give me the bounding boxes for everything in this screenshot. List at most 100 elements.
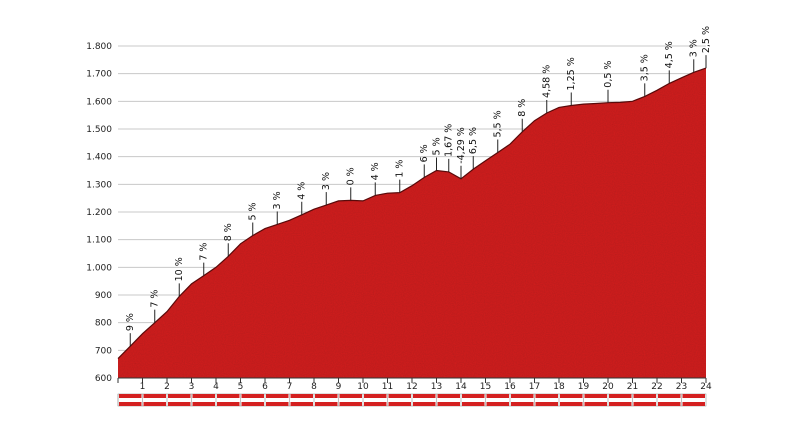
y-tick-label: 600 [95, 374, 112, 384]
ruler-band-bottom [339, 402, 362, 406]
gradient-label: 10 % [174, 257, 185, 281]
ruler-band-bottom [119, 402, 142, 406]
gradient-label: 3,5 % [640, 54, 651, 81]
gradient-label: 4,58 % [542, 65, 553, 98]
gradient-label: 9 % [125, 313, 136, 331]
ruler-band-top [364, 394, 387, 398]
gradient-label: 6 % [419, 144, 430, 162]
gradient-label: 1,67 % [444, 124, 455, 157]
y-axis-labels: 600 700 800 900 1.000 1.100 1.200 1.300 1.400 1.5… [86, 42, 112, 384]
ruler-band-bottom [192, 402, 215, 406]
ruler-band-bottom [413, 402, 436, 406]
ruler-band-top [462, 394, 485, 398]
x-tick-label: 22 [651, 382, 662, 392]
ruler-band-top [290, 394, 313, 398]
ruler-band-bottom [535, 402, 558, 406]
ruler-band-top [486, 394, 509, 398]
gradient-label: 0,5 % [603, 61, 614, 88]
ruler-band-bottom [241, 402, 264, 406]
ruler-band-bottom [633, 402, 656, 406]
x-tick-label: 9 [336, 382, 342, 392]
x-tick-label: 19 [578, 382, 590, 392]
gradient-label: 3 % [689, 39, 700, 57]
ruler-band-top [535, 394, 558, 398]
y-tick-label: 1.700 [86, 70, 112, 80]
y-tick-label: 1.300 [86, 180, 112, 190]
x-tick-label: 4 [213, 382, 219, 392]
x-tick-label: 5 [238, 382, 244, 392]
gradient-label: 3 % [321, 172, 332, 190]
x-tick-label: 16 [504, 382, 516, 392]
y-tick-label: 700 [95, 346, 112, 356]
x-tick-label: 11 [382, 382, 393, 392]
y-tick-label: 1.400 [86, 153, 112, 163]
ruler-band-bottom [315, 402, 338, 406]
x-tick-label: 13 [431, 382, 442, 392]
y-tick-label: 1.200 [86, 208, 112, 218]
x-tick-label: 21 [627, 382, 638, 392]
ruler-band-top [388, 394, 411, 398]
ruler-band-bottom [388, 402, 411, 406]
x-tick-label: 6 [262, 382, 268, 392]
ruler-band-bottom [266, 402, 289, 406]
x-tick-label: 24 [700, 382, 712, 392]
x-tick-label: 3 [189, 382, 195, 392]
y-tick-label: 900 [95, 291, 112, 301]
gradient-label: 6,5 % [468, 127, 479, 154]
gradient-label: 5 % [432, 137, 443, 155]
x-tick-label: 17 [529, 382, 540, 392]
ruler-band-bottom [217, 402, 240, 406]
ruler-band-bottom [290, 402, 313, 406]
ruler-band-top [609, 394, 632, 398]
ruler-band-top [560, 394, 583, 398]
profile-area-layer [117, 67, 707, 378]
x-tick-label: 20 [602, 382, 614, 392]
gradient-label: 1 % [395, 160, 406, 178]
ruler-band-top [633, 394, 656, 398]
gradient-label: 0 % [346, 167, 357, 185]
profile-area [118, 68, 706, 378]
ruler-band-bottom [560, 402, 583, 406]
x-tick-label: 14 [455, 382, 467, 392]
x-tick-label: 10 [357, 382, 369, 392]
gradient-label: 4 % [370, 162, 381, 180]
x-tick-label: 15 [480, 382, 491, 392]
ruler-band-top [315, 394, 338, 398]
gradient-label: 5,5 % [493, 110, 504, 137]
ruler-band-top [511, 394, 534, 398]
ruler-band-top [682, 394, 705, 398]
x-tick-label: 2 [164, 382, 170, 392]
gradient-label: 1,25 % [566, 57, 577, 90]
x-tick-label: 8 [311, 382, 317, 392]
ruler-band-top [339, 394, 362, 398]
ruler-band-top [413, 394, 436, 398]
y-tick-label: 800 [95, 319, 112, 329]
y-tick-label: 1.000 [86, 263, 112, 273]
ruler-band-bottom [658, 402, 681, 406]
gradient-label: 7 % [199, 243, 210, 261]
ruler-band-bottom [462, 402, 485, 406]
x-tick-label: 1 [140, 382, 146, 392]
ruler-band-top [119, 394, 142, 398]
y-tick-label: 1.800 [86, 42, 112, 52]
ruler-band-top [658, 394, 681, 398]
gradient-label: 4,5 % [664, 41, 675, 68]
gradient-label: 4 % [297, 182, 308, 200]
gradient-label: 8 % [223, 223, 234, 241]
ruler-band-bottom [437, 402, 460, 406]
ruler-band-bottom [486, 402, 509, 406]
ruler-band-top [241, 394, 264, 398]
gradient-label: 7 % [150, 290, 161, 308]
y-tick-label: 1.600 [86, 97, 112, 107]
ruler-band-top [584, 394, 607, 398]
ruler-band-bottom [682, 402, 705, 406]
ruler-band-bottom [143, 402, 166, 406]
ruler-band-bottom [168, 402, 191, 406]
ruler-band-bottom [364, 402, 387, 406]
x-tick-label: 12 [406, 382, 417, 392]
gradient-label: 3 % [272, 191, 283, 209]
gradient-label: 2,5 % [701, 26, 712, 53]
gradient-label: -4,29 % [456, 127, 467, 164]
gradient-label: 5 % [248, 202, 259, 220]
